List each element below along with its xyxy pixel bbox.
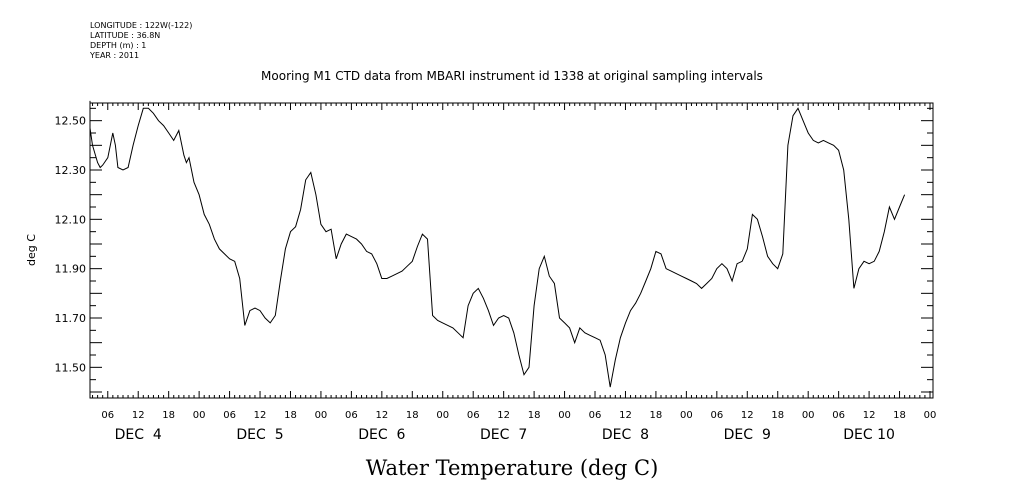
y-axis: 11.50 11.70 11.90 12.10 12.30 12.50 [55,107,933,393]
x-tick-label: 00 [315,410,328,421]
x-tick-label: 00 [558,410,571,421]
metadata-header: LONGITUDE : 122W(-122) LATITUDE : 36.8N … [90,21,192,61]
x-tick-label: 06 [467,410,480,421]
day-label: DEC 7 [480,427,527,443]
day-label: DEC 8 [602,427,649,443]
y-tick-label: 11.90 [55,263,87,276]
x-tick-label: 12 [863,410,876,421]
x-tick-label: 18 [528,410,541,421]
water-temperature-line [89,100,906,388]
day-label: DEC 6 [358,427,405,443]
x-tick-label: 18 [406,410,419,421]
x-tick-label: 12 [132,410,145,421]
x-tick-label: 12 [254,410,267,421]
x-tick-label: 18 [893,410,906,421]
y-tick-label: 11.50 [55,361,87,374]
x-tick-label: 00 [193,410,206,421]
x-tick-label: 06 [345,410,358,421]
x-axis: 06 12 18 00 06 12 18 00 06 12 18 00 06 12 18 00 06 12 18 00… [92,103,937,443]
longitude-label: LONGITUDE : 122W(-122) [90,21,193,30]
plot-frame [89,102,934,399]
x-tick-label: 06 [589,410,602,421]
x-axis-label: Water Temperature (deg C) [366,456,659,480]
x-tick-label: 00 [924,410,937,421]
x-tick-label: 18 [771,410,784,421]
x-tick-label: 00 [436,410,449,421]
depth-label: DEPTH (m) : 1 [90,41,147,50]
x-tick-label: 06 [710,410,723,421]
x-tick-label: 06 [101,410,114,421]
year-label: YEAR : 2011 [90,51,140,60]
x-tick-label: 18 [284,410,297,421]
y-tick-label: 11.70 [55,312,87,325]
x-tick-label: 18 [162,410,175,421]
x-tick-label: 12 [497,410,510,421]
day-label: DEC 10 [843,427,895,443]
y-axis-label: deg C [25,234,38,266]
day-label: DEC 9 [724,427,771,443]
x-tick-label: 12 [375,410,388,421]
y-tick-label: 12.10 [55,213,87,226]
chart-title: Mooring M1 CTD data from MBARI instrumen… [261,69,763,83]
x-tick-label: 00 [802,410,815,421]
y-tick-label: 12.30 [55,164,87,177]
x-tick-label: 06 [223,410,236,421]
day-label: DEC 4 [115,427,162,443]
day-label: DEC 5 [236,427,283,443]
y-tick-label: 12.50 [55,115,87,128]
x-tick-label: 12 [741,410,754,421]
x-tick-label: 00 [680,410,693,421]
x-tick-label: 18 [650,410,663,421]
x-tick-label: 12 [619,410,632,421]
x-tick-label: 06 [832,410,845,421]
latitude-label: LATITUDE : 36.8N [90,31,161,40]
series-layer [89,100,906,388]
